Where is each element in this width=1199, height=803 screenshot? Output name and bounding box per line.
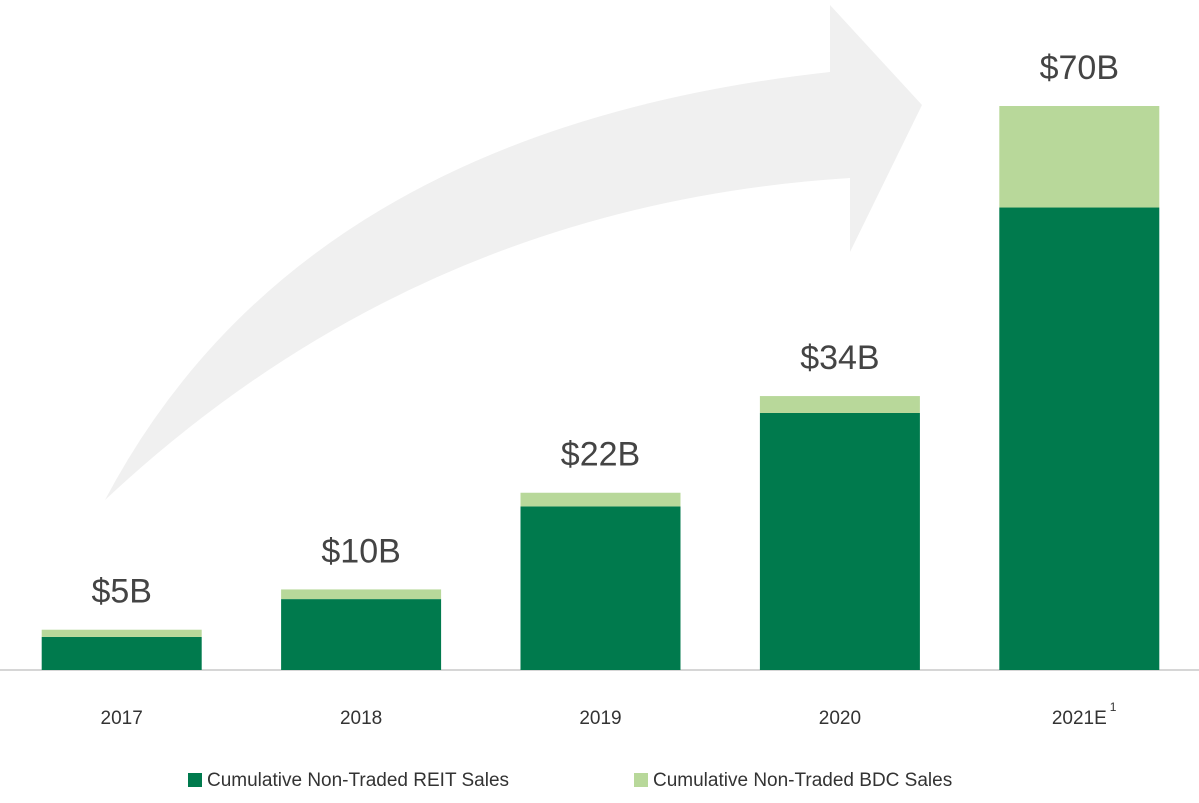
bar-segment [520,506,681,670]
growth-arrow [105,5,922,500]
bar-segment [41,629,202,637]
legend-label: Cumulative Non-Traded REIT Sales [207,770,509,791]
legend-swatch [188,773,202,787]
total-label: $34B [800,339,879,377]
total-label: $10B [321,532,400,570]
bar-segment [281,589,442,600]
legend-swatch [634,773,648,787]
x-tick-label: 2019 [579,708,621,729]
bar-segment [759,396,920,413]
footnote-mark: 1 [1110,700,1117,714]
bar-segment [759,412,920,670]
bar-segment [41,636,202,670]
x-tick-label: 2021E [1052,708,1107,729]
total-label: $5B [91,573,152,611]
total-label: $70B [1040,49,1119,87]
x-tick-label: 2020 [819,708,861,729]
legend-label: Cumulative Non-Traded BDC Sales [653,770,952,791]
bar-segment [999,106,1160,208]
bar-segment [281,599,442,670]
total-label: $22B [561,436,640,474]
x-tick-label: 2017 [101,708,143,729]
bar-segment [520,492,681,507]
bar-segment [999,207,1160,670]
x-tick-label: 2018 [340,708,382,729]
